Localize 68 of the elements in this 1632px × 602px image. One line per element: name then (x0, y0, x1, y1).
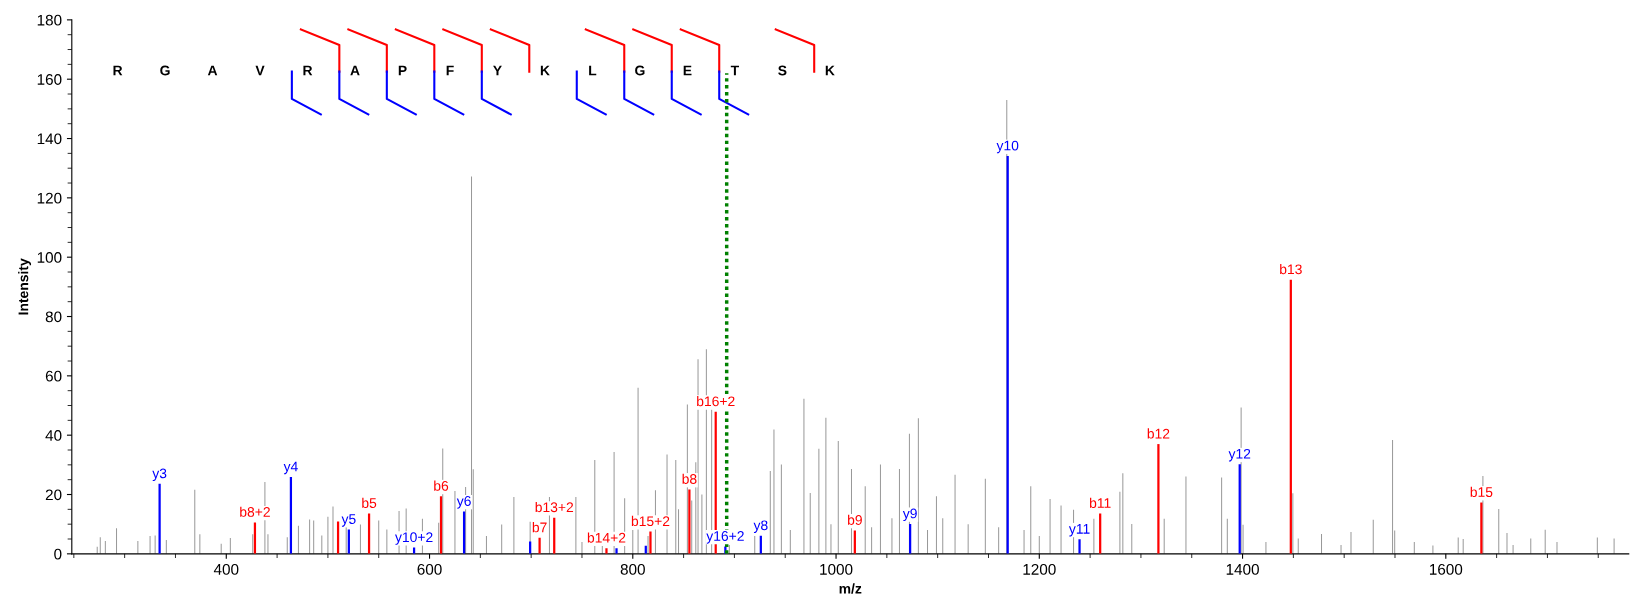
annotation: K (540, 65, 550, 76)
data-label: b8 (682, 473, 697, 484)
data-label: y12 (1228, 448, 1251, 462)
annotation: R (113, 65, 123, 76)
bar (688, 489, 691, 554)
bar (649, 531, 652, 554)
x-tick-label: 1600 (1429, 563, 1463, 575)
data-label: b13 (1280, 264, 1302, 275)
data-label: y8 (753, 520, 768, 533)
x-tick-label: 1400 (1226, 563, 1259, 575)
y-tick-label: 120 (37, 192, 62, 204)
data-label: y10+2 (395, 532, 433, 545)
annotation: R (303, 65, 313, 76)
y-tick-label: 160 (37, 74, 62, 85)
y-axis-title: Intensity (18, 258, 32, 315)
y-tick-label: 60 (45, 370, 62, 382)
annotation: P (398, 65, 407, 76)
y-tick-label: 180 (37, 14, 62, 26)
annotation: S (778, 65, 787, 76)
x-axis-title: m/z (839, 583, 862, 594)
bar (615, 548, 618, 554)
bar (538, 537, 541, 554)
data-label: y5 (341, 514, 356, 527)
annotation: K (825, 65, 835, 76)
annotation: G (160, 65, 170, 76)
annotation: V (255, 65, 265, 76)
x-tick-label: 1000 (820, 563, 853, 575)
x-tick-label: 600 (417, 563, 442, 575)
data-label: y11 (1068, 524, 1090, 537)
bar (605, 548, 608, 554)
data-label: b11 (1090, 497, 1111, 508)
data-label: y3 (152, 468, 167, 482)
y-tick-label: 40 (45, 430, 62, 441)
data-label: y10 (996, 140, 1019, 154)
x-tick-label: 800 (620, 563, 645, 575)
x-tick-label: 400 (213, 563, 239, 575)
annotation: F (446, 65, 454, 76)
annotation: T (730, 65, 739, 76)
data-label: b15+2 (631, 515, 670, 527)
bar (1157, 444, 1160, 554)
data-label: b6 (434, 480, 449, 491)
y-tick-label: 100 (37, 252, 62, 263)
data-label: b5 (362, 497, 377, 508)
annotation: G (635, 65, 645, 76)
annotation: A (207, 65, 218, 76)
y-tick-label: 80 (45, 311, 62, 323)
bar (158, 483, 161, 554)
annotation: E (683, 65, 692, 76)
y-tick-label: 20 (45, 489, 62, 501)
data-label: b14+2 (587, 532, 626, 543)
y-tick-label: 0 (54, 548, 62, 560)
data-label: y9 (902, 508, 917, 522)
annotation: A (350, 65, 360, 76)
x-tick-label: 1200 (1023, 563, 1056, 575)
data-label: b16+2 (697, 396, 735, 407)
data-label: b13+2 (535, 501, 574, 513)
data-label: y16+2 (706, 531, 744, 544)
data-label: b8+2 (240, 506, 270, 517)
data-label: y4 (283, 461, 298, 475)
y-tick-label: 140 (37, 133, 62, 145)
data-label: y6 (456, 496, 471, 509)
data-label: b12 (1147, 428, 1170, 439)
annotation: L (589, 65, 597, 76)
data-label: b7 (532, 522, 547, 533)
bar (1078, 539, 1081, 554)
data-label: b15 (1470, 486, 1493, 497)
data-label: b9 (848, 514, 862, 525)
annotation: Y (493, 65, 502, 76)
